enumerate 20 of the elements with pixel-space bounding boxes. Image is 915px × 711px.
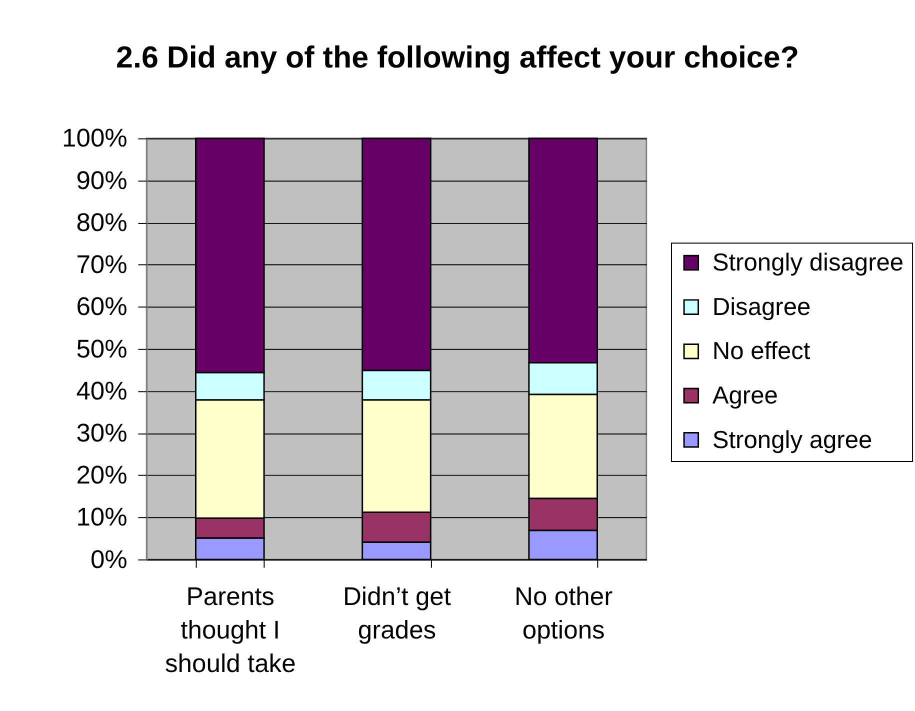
- y-tick-label: 80%: [76, 208, 128, 237]
- y-tick-label: 0%: [90, 546, 128, 574]
- y-tick-label: 20%: [76, 462, 128, 490]
- chart-title: 2.6 Did any of the following affect your choice?: [116, 40, 799, 74]
- legend-label: Strongly agree: [712, 426, 872, 454]
- legend-label: Strongly disagree: [712, 250, 904, 277]
- y-tick-label: 30%: [76, 419, 128, 448]
- y-tick-label: 10%: [76, 504, 128, 532]
- x-tick-label: No other options: [514, 583, 614, 645]
- y-tick-label: 40%: [76, 377, 128, 406]
- y-tick-label: 50%: [76, 335, 128, 364]
- legend-label: Agree: [712, 382, 778, 410]
- y-tick-label: 60%: [76, 293, 128, 322]
- y-tick-label: 100%: [62, 124, 128, 153]
- legend-label: Disagree: [712, 294, 811, 321]
- y-tick-label: 70%: [76, 251, 128, 280]
- legend-label: No effect: [712, 338, 810, 366]
- x-tick-label: Didn’t get grades: [342, 583, 452, 645]
- x-tick-label: Parents thought I should take: [164, 583, 296, 678]
- y-tick-label: 90%: [76, 166, 128, 195]
